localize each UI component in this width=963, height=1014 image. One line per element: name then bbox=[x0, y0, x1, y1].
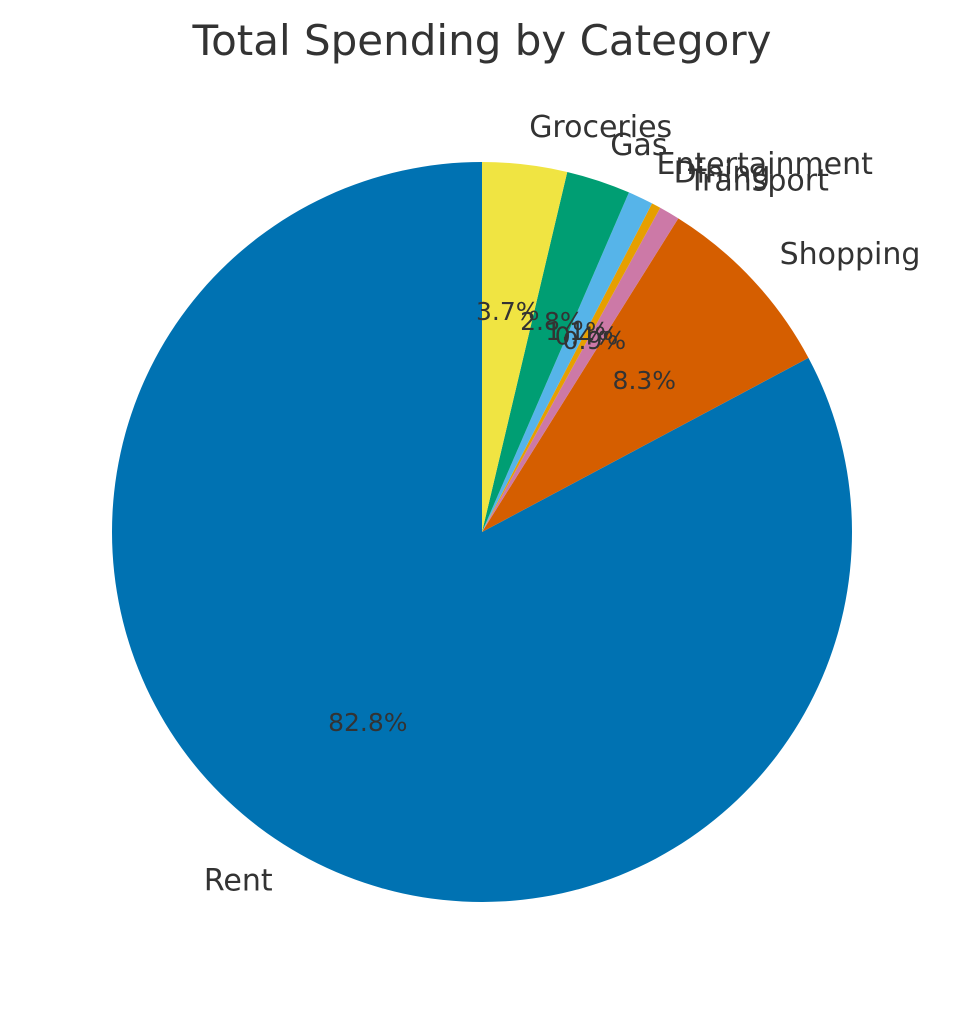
percent-label-gas: 2.8% bbox=[520, 307, 584, 336]
category-label-rent: Rent bbox=[204, 864, 273, 899]
percent-label-entertainment: 1.1% bbox=[545, 317, 609, 346]
percent-label-shopping: 8.3% bbox=[613, 366, 677, 395]
pie-slices bbox=[111, 162, 852, 903]
category-label-gas: Gas bbox=[610, 128, 667, 163]
category-label-shopping: Shopping bbox=[780, 237, 921, 272]
pie-slice-transport bbox=[482, 207, 679, 532]
percent-label-dining: 0.4% bbox=[555, 322, 619, 351]
percent-label-transport: 0.9% bbox=[563, 326, 627, 355]
percent-label-groceries: 3.7% bbox=[476, 297, 540, 326]
pie-slice-entertainment bbox=[482, 192, 653, 532]
category-label-dining: Dining bbox=[674, 155, 771, 190]
chart-title: Total Spending by Category bbox=[192, 16, 772, 65]
percent-labels: 82.8% 8.3% 0.9%0.4%1.1%2.8%3.7% bbox=[328, 297, 676, 737]
category-label-transport: Transport bbox=[687, 164, 829, 199]
pie-slice-shopping bbox=[482, 218, 809, 532]
category-labels: Rent Shopping TransportDiningEntertainment… bbox=[204, 110, 921, 898]
category-label-entertainment: Entertainment bbox=[656, 147, 873, 182]
pie-slice-gas bbox=[482, 171, 629, 532]
category-label-groceries: Groceries bbox=[529, 110, 672, 145]
pie-slice-rent bbox=[111, 162, 852, 903]
percent-label-rent: 82.8% bbox=[328, 708, 407, 737]
pie-slice-dining bbox=[482, 203, 661, 532]
pie-slice-groceries bbox=[482, 162, 568, 532]
